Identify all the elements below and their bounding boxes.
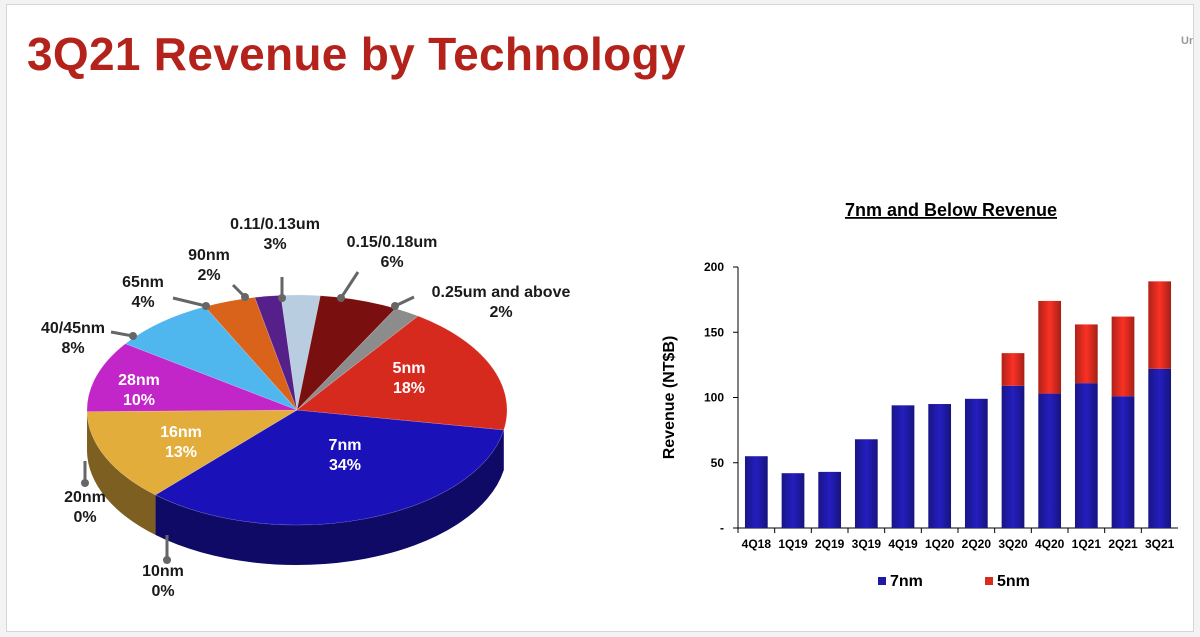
bar-7nm-4q20 [1038,393,1062,528]
corner-cutoff-text: Un [1181,35,1193,47]
pie-slice-16nm [86,409,299,496]
pie-value-28nm: 10% [123,392,155,409]
pie-wall-16nm [87,411,156,535]
pie-label-0-11-0-13um: 0.11/0.13um [230,216,320,233]
leader-dot-40-45nm [129,332,137,340]
x-tick-label: 4Q18 [742,537,772,551]
pie-value-20nm: 0% [73,509,96,526]
pie-label-16nm: 16nm [160,424,202,441]
x-tick-label: 1Q19 [778,537,808,551]
bar-5nm-3q20 [1001,353,1025,386]
pie-value-5nm: 18% [393,380,425,397]
leader-line-65nm [172,296,207,308]
pie-slice-5nm [296,315,508,431]
pie-label-28nm: 28nm [118,372,160,389]
slide: 3Q21 Revenue by Technology Un 7nm 34% 16nm… [6,4,1194,632]
pie-label-65nm: 65nm [122,274,164,291]
pie-label-5nm: 5nm [393,360,426,377]
page-title: 3Q21 Revenue by Technology [27,28,686,80]
leader-dot-65nm [202,302,210,310]
bar-7nm-2q19 [818,471,842,528]
pie-labels: 7nm 34% 16nm 13% 20nm 0% 10nm 0% 28nm 10% 40/45nm 8… [41,216,570,600]
pie-value-0-25um-and-above: 2% [489,304,512,321]
pie-value-0-11-0-13um: 3% [263,236,286,253]
y-tick-label: 100 [704,391,724,405]
y-tick-label: 50 [711,456,725,470]
legend-swatch-5nm [985,577,993,585]
y-tick-label: 150 [704,325,724,339]
pie-label-10nm: 10nm [142,563,184,580]
bar-7nm-1q20 [928,404,952,528]
x-tick-label: 2Q21 [1108,537,1138,551]
pie-value-65nm: 4% [131,294,154,311]
pie-value-10nm: 0% [151,583,174,600]
legend-swatch-7nm [878,577,886,585]
pie-label-20nm: 20nm [64,489,106,506]
pie-slice-7nm [154,409,505,526]
bar-7nm-2q21 [1111,396,1135,528]
pie-label-90nm: 90nm [188,247,230,264]
pie-label-40-45nm: 40/45nm [41,320,105,337]
bar-5nm-3q21 [1148,281,1172,369]
bar-7nm-3q20 [1001,385,1025,528]
x-tick-label: 1Q21 [1072,537,1102,551]
y-tick-label: - [720,521,724,535]
leader-dot-10nm [163,556,171,564]
leader-dot-90nm [241,293,249,301]
bar-7nm-3q19 [854,439,878,528]
pie-value-90nm: 2% [197,267,220,284]
bar-7nm-4q18 [744,456,768,528]
x-tick-label: 3Q19 [852,537,882,551]
pie-value-7nm: 34% [329,457,361,474]
x-tick-label: 4Q20 [1035,537,1065,551]
bar-chart: 7nm and Below Revenue Revenue (NT$B) - 50 10… [661,200,1178,590]
legend-label-7nm: 7nm [890,573,923,590]
bar-5nm-1q21 [1074,324,1098,384]
pie-label-0-15-0-18um: 0.15/0.18um [347,234,438,251]
leader-dot-20nm [81,479,89,487]
bar-7nm-1q21 [1074,383,1098,528]
leader-line-0-15-0-18um [339,271,360,299]
x-tick-label: 1Q20 [925,537,955,551]
pie-wall-7nm [155,429,504,565]
y-tick-label: 200 [704,260,724,274]
leader-dot-0-15-0-18um [337,294,345,302]
bar-5nm-2q21 [1111,316,1135,397]
pie-value-0-15-0-18um: 6% [380,254,403,271]
y-axis-label: Revenue (NT$B) [661,336,678,460]
x-tick-label: 2Q20 [962,537,992,551]
pie-label-0-25um-and-above: 0.25um and above [432,284,571,301]
pie-chart: 7nm 34% 16nm 13% 20nm 0% 10nm 0% 28nm 10% 40/45nm 8… [41,216,570,600]
x-tick-label: 3Q21 [1145,537,1175,551]
pie-top [86,294,508,526]
pie-side-walls [87,410,504,565]
pie-value-16nm: 13% [165,444,197,461]
bar-7nm-3q21 [1148,368,1172,528]
legend-label-5nm: 5nm [997,573,1030,590]
pie-slice-28nm [86,343,298,412]
bar-7nm-2q20 [964,398,988,528]
bar-7nm-1q19 [781,473,805,528]
bar-5nm-4q20 [1038,300,1062,394]
pie-value-40-45nm: 8% [61,340,84,357]
pie-label-7nm: 7nm [329,437,362,454]
leader-dot-0-11-0-13um [278,294,286,302]
bar-7nm-4q19 [891,405,915,528]
bar-chart-title: 7nm and Below Revenue [845,200,1057,220]
x-tick-label: 3Q20 [998,537,1028,551]
bar-legend: 7nm 5nm [878,573,1030,590]
x-tick-label: 2Q19 [815,537,845,551]
x-tick-label: 4Q19 [888,537,918,551]
leader-dot-0-25um-and-above [391,302,399,310]
